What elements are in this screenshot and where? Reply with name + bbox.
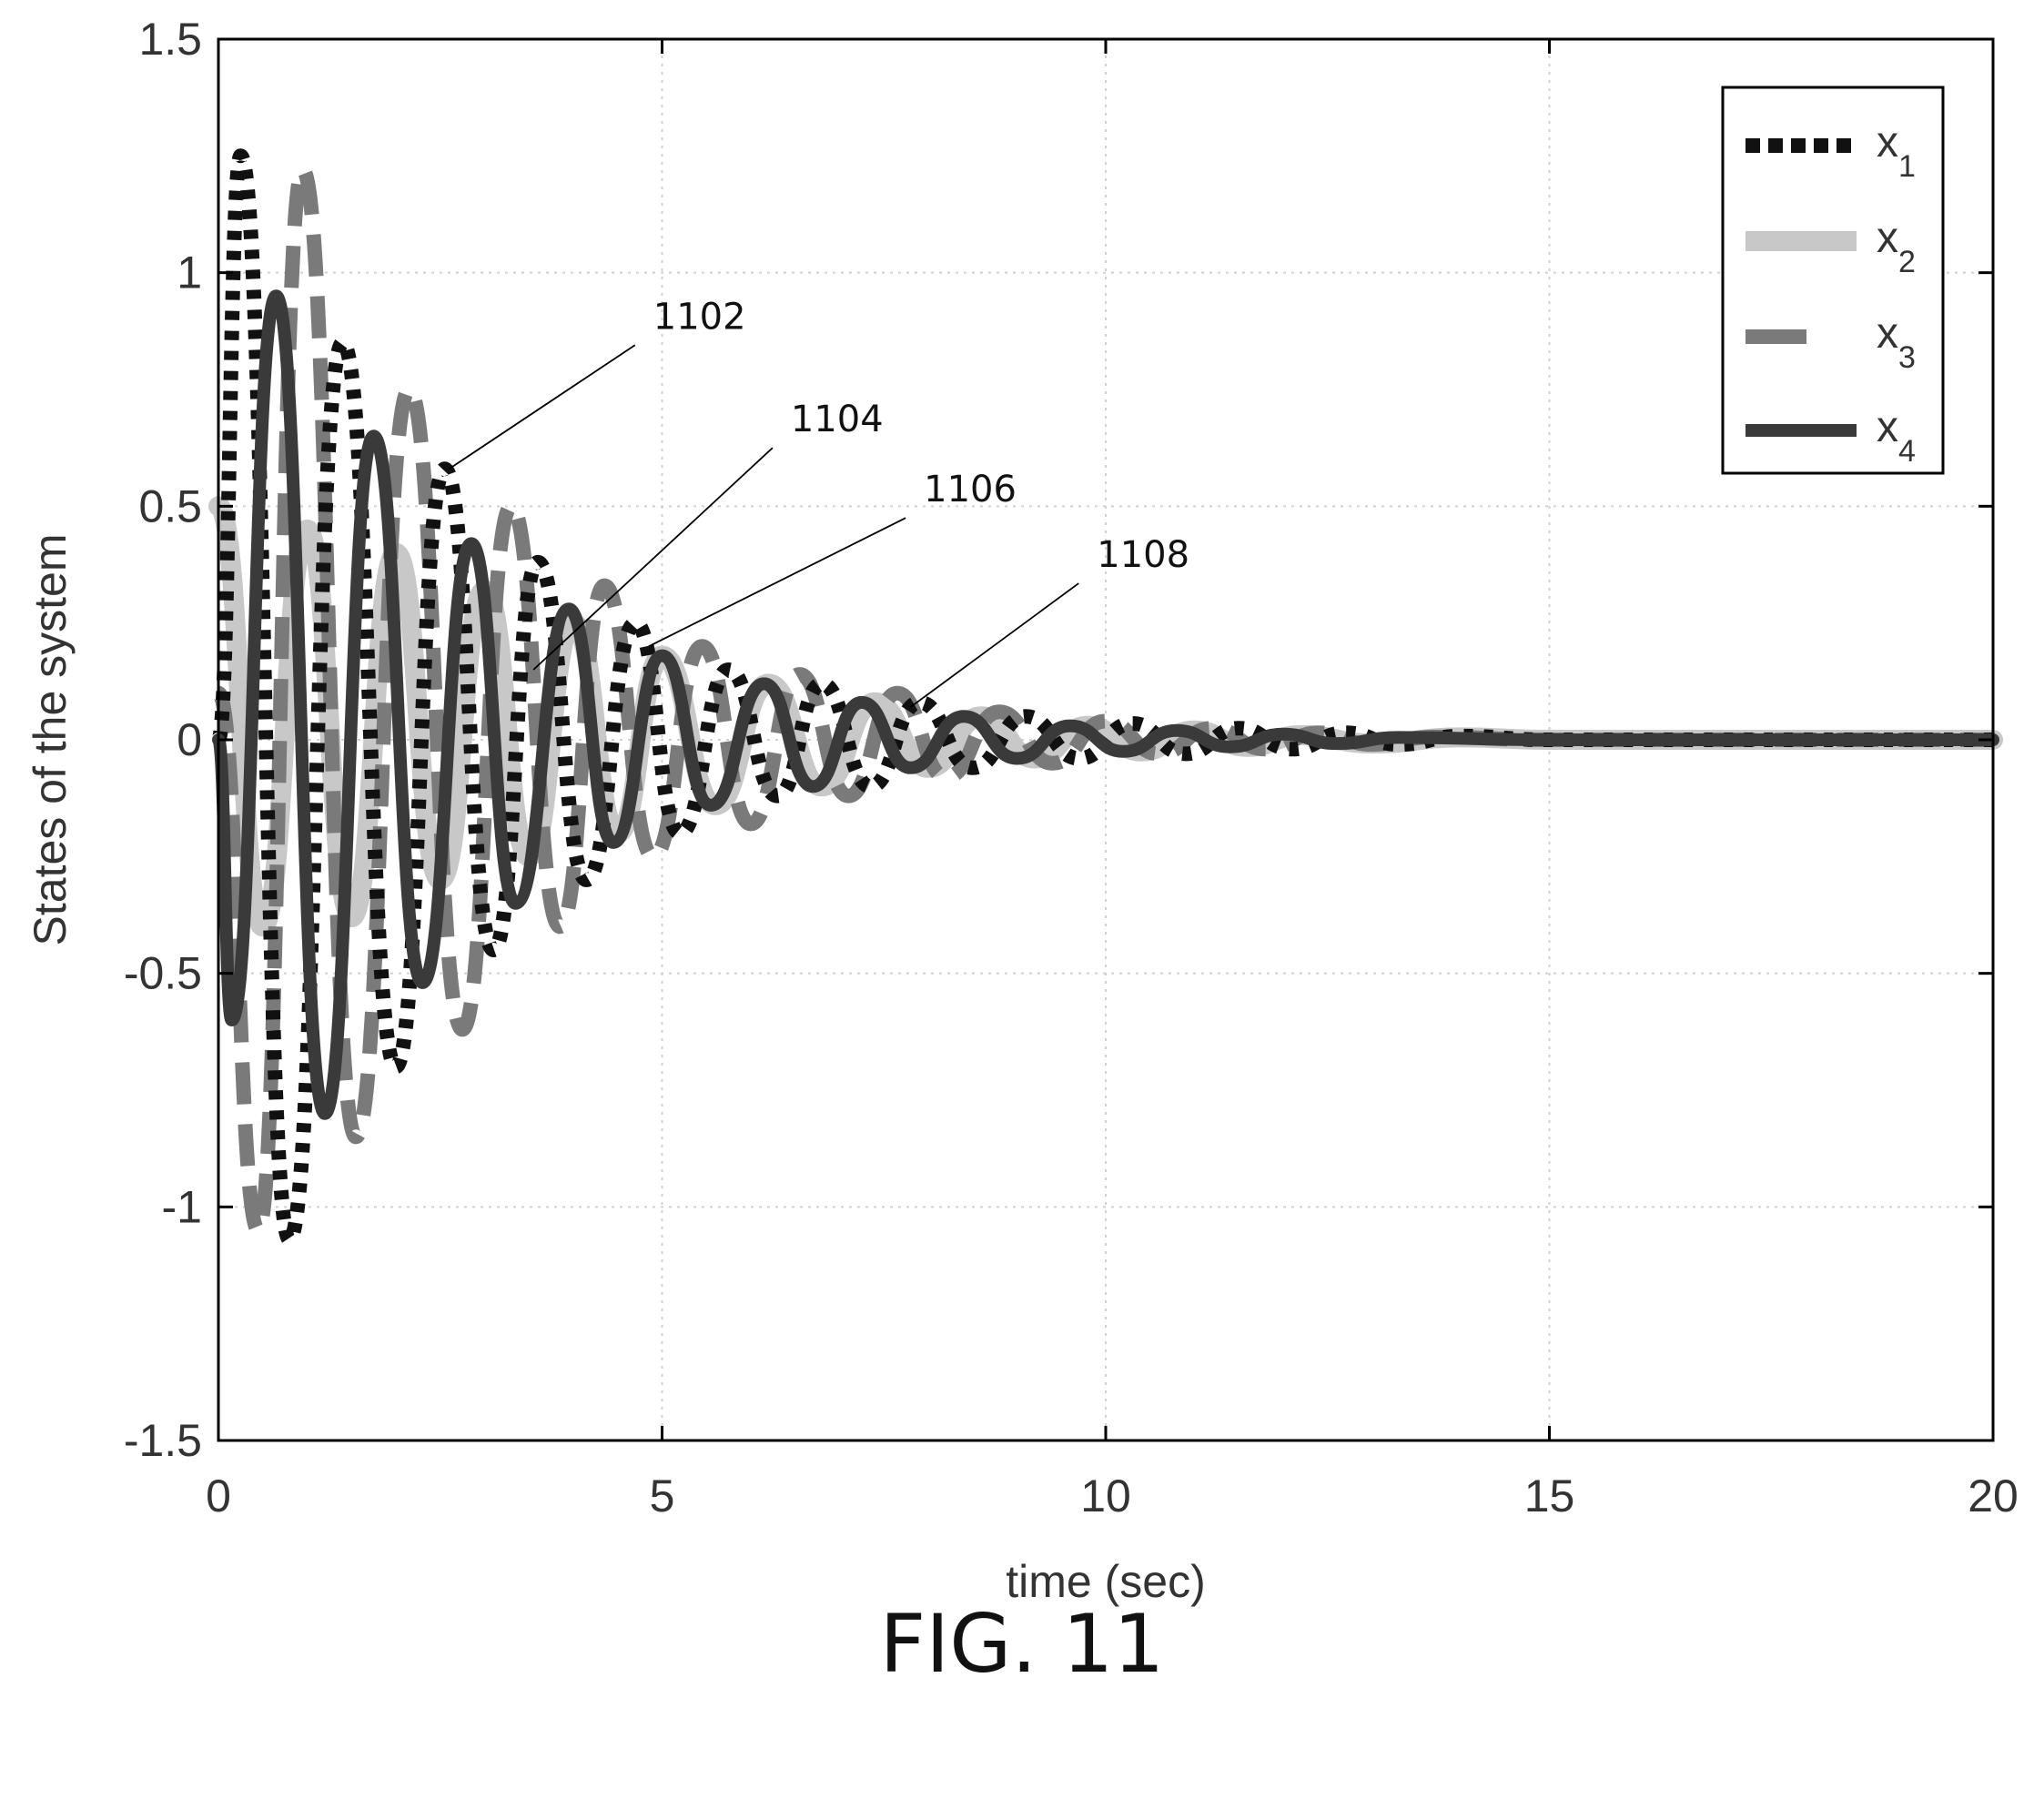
y-tick-label: 1 <box>177 248 202 298</box>
y-tick-label: -0.5 <box>124 948 202 999</box>
legend: x1 x2 x3 x4 <box>1721 86 1945 475</box>
y-tick-label: -1 <box>162 1181 202 1232</box>
y-tick-label: -1.5 <box>124 1415 202 1466</box>
annotation-leader-line <box>449 344 636 470</box>
x-tick-label: 10 <box>1080 1471 1131 1521</box>
legend-label-x1: x1 <box>1877 118 1916 184</box>
x-tick-label: 15 <box>1524 1471 1575 1521</box>
annotation-leader-line <box>648 517 906 648</box>
y-axis-label: States of the system <box>25 534 76 946</box>
x-tick-label: 20 <box>1968 1471 2019 1521</box>
x-tick-label: 5 <box>650 1471 675 1521</box>
annotation-label: 1104 <box>791 399 884 440</box>
y-tick-label: 0.5 <box>138 480 202 531</box>
annotation-leader-line <box>909 582 1079 708</box>
annotation-label: 1102 <box>653 296 746 338</box>
legend-label-x3: x3 <box>1877 309 1916 375</box>
annotation-label: 1106 <box>924 469 1017 510</box>
x-axis-label: time (sec) <box>1006 1556 1205 1607</box>
y-tick-label: 1.5 <box>138 14 202 65</box>
y-tick-label: 0 <box>177 714 202 765</box>
annotation-label: 1108 <box>1097 534 1189 576</box>
legend-label-x2: x2 <box>1877 214 1916 279</box>
series-line-x4 <box>212 289 1999 1120</box>
axis-ticks: 0 5 10 15 20 1.5 1 0.5 0 -0.5 -1 -1.5 <box>124 14 2019 1521</box>
reference-annotations: 1102 1104 1106 1108 <box>449 296 1189 708</box>
annotation-leader-line <box>532 447 774 671</box>
figure-caption: FIG. 11 <box>879 1597 1165 1691</box>
x-tick-label: 0 <box>206 1471 231 1521</box>
series-layer <box>208 148 2003 1248</box>
legend-label-x4: x4 <box>1877 403 1916 469</box>
